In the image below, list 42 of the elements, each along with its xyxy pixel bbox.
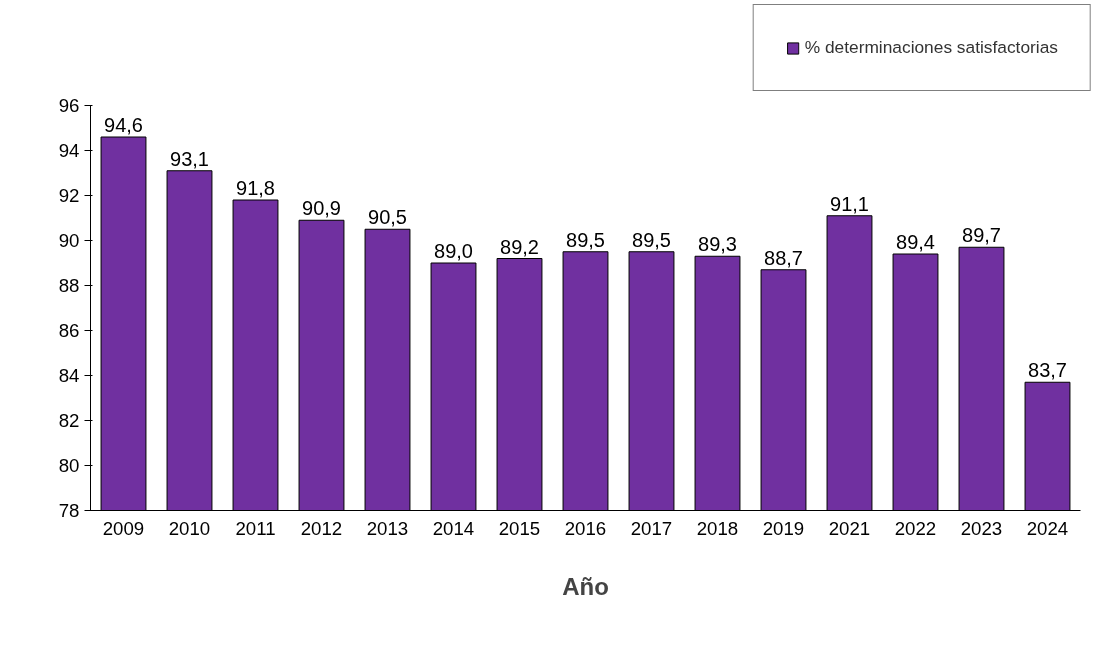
data-label: 94,6 — [104, 114, 143, 136]
data-label: 89,7 — [962, 224, 1001, 247]
x-tick-label: 2015 — [498, 517, 541, 539]
y-tick-label: 80 — [58, 455, 80, 476]
y-tick-label: 94 — [58, 140, 80, 161]
x-tick-label: 2010 — [168, 517, 211, 539]
x-tick-label: 2021 — [828, 517, 871, 539]
y-tick-label: 86 — [58, 320, 80, 341]
y-tick-label: 90 — [58, 230, 80, 251]
data-label: 90,9 — [302, 197, 341, 220]
x-tick-label: 2012 — [300, 517, 343, 539]
x-axis-title: Año — [562, 572, 609, 600]
x-tick-label: 2011 — [235, 517, 276, 539]
x-tick-label: 2017 — [630, 517, 673, 539]
y-tick-label: 96 — [58, 95, 80, 116]
x-tick-label: 2022 — [894, 517, 937, 539]
data-label: 91,1 — [830, 192, 869, 215]
y-tick-label: 92 — [58, 185, 80, 206]
y-tick-label: 82 — [58, 410, 80, 431]
data-label: 88,7 — [764, 246, 803, 269]
data-label: 89,4 — [896, 231, 935, 253]
x-tick-label: 2013 — [366, 517, 409, 539]
data-label: 93,1 — [170, 147, 209, 170]
x-tick-label: 2016 — [564, 517, 607, 539]
y-tick-label: 84 — [58, 365, 80, 386]
data-label: 89,2 — [500, 235, 539, 258]
x-tick-label: 2024 — [1026, 517, 1069, 539]
data-label: 83,7 — [1028, 359, 1067, 382]
y-tick-label: 88 — [58, 275, 80, 296]
x-tick-label: 2009 — [102, 517, 145, 539]
x-tick-label: 2023 — [960, 517, 1003, 539]
x-tick-label: 2019 — [762, 517, 805, 539]
data-label: 89,5 — [566, 228, 605, 251]
data-label: 89,0 — [434, 240, 473, 262]
data-label: 89,5 — [632, 228, 671, 251]
y-tick-label: 78 — [58, 500, 80, 521]
data-label: 90,5 — [368, 206, 407, 229]
data-label: 89,3 — [698, 233, 737, 256]
legend-label: % determinaciones satisfactorias — [804, 37, 1058, 58]
x-tick-label: 2018 — [696, 517, 739, 539]
x-tick-label: 2014 — [432, 517, 475, 539]
data-label: 91,8 — [236, 177, 275, 199]
